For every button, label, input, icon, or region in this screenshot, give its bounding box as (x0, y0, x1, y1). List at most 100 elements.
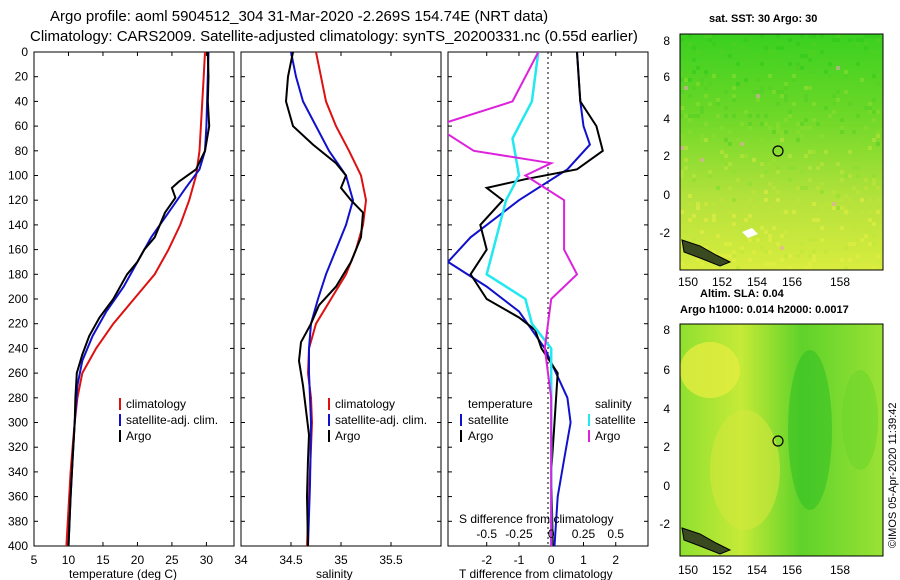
s-diff-tick-labels: -0.5 -0.25 0 0.25 0.5 (476, 527, 624, 541)
sst-pixel (812, 258, 816, 262)
sst-pixel (852, 146, 856, 150)
sst-pixel (872, 138, 876, 142)
sst-pixel (768, 182, 772, 186)
sla-ytick-2: 2 (663, 440, 670, 454)
depth-tick-40: 40 (15, 94, 29, 108)
sst-pixel (812, 150, 816, 154)
sst-pixel (724, 174, 728, 178)
x-tick-label: 25 (165, 553, 179, 567)
sst-pixel (748, 154, 752, 158)
sst-pixel (796, 66, 800, 70)
sst-pixel (764, 114, 768, 118)
sst-pixel (748, 198, 752, 202)
sst-pixel (872, 58, 876, 62)
sst-pixel (852, 166, 856, 170)
temperature-x-ticks: 5 10 15 20 25 30 (31, 52, 213, 567)
temperature-satellite-line (67, 52, 210, 546)
sst-pixel (820, 238, 824, 242)
sst-pixel (776, 90, 780, 94)
sst-pixel (756, 90, 760, 94)
sst-pixel (844, 74, 848, 78)
sst-pixel (680, 174, 684, 178)
sla-low-anomaly (788, 350, 832, 510)
sst-pixel (872, 98, 876, 102)
sst-pixel (836, 98, 840, 102)
sst-pixel (836, 66, 840, 70)
sst-pixel (764, 250, 768, 254)
sst-pixel (684, 70, 688, 74)
sst-pixel (760, 174, 764, 178)
s-diff-argo-line (448, 52, 579, 546)
sst-pixel (824, 202, 828, 206)
sst-pixel (696, 206, 700, 210)
sst-pixel (868, 102, 872, 106)
sst-pixel (784, 86, 788, 90)
sst-pixel (752, 250, 756, 254)
sst-pixel (876, 38, 880, 42)
s-diff-x-label: S difference from climatology (459, 512, 614, 526)
sst-pixel (824, 58, 828, 62)
sst-pixel (708, 66, 712, 70)
sst-pixel (720, 50, 724, 54)
sla-xtick-156: 156 (782, 563, 802, 577)
depth-tick-200: 200 (8, 292, 28, 306)
sst-pixel (804, 118, 808, 122)
sst-pixel (812, 202, 816, 206)
sst-pixel (784, 98, 788, 102)
sst-pixel (844, 214, 848, 218)
sst-pixel (808, 126, 812, 130)
sst-pixel (728, 254, 732, 258)
sst-pixel (704, 202, 708, 206)
sst-pixel (852, 186, 856, 190)
sst-pixel (732, 254, 736, 258)
sst-pixel (868, 154, 872, 158)
sla-ytick-8: 8 (663, 323, 670, 337)
sst-xtick-158: 158 (830, 275, 850, 289)
sla-low-anomaly-2 (842, 370, 878, 470)
sst-pixel (708, 102, 712, 106)
sst-pixel (700, 110, 704, 114)
sst-pixel (872, 70, 876, 74)
sst-pixel (704, 218, 708, 222)
sst-pixel (820, 134, 824, 138)
sst-pixel (812, 254, 816, 258)
sst-pixel (820, 206, 824, 210)
sst-pixel (696, 222, 700, 226)
sst-pixel (856, 38, 860, 42)
sst-pixel (692, 86, 696, 90)
sst-pixel (776, 126, 780, 130)
sst-ytick-minus2: -2 (659, 226, 670, 240)
sst-pixel (720, 126, 724, 130)
sst-pixel (808, 262, 812, 266)
sst-cloud-mask (742, 228, 758, 238)
sst-pixel (820, 158, 824, 162)
sst-pixel (692, 238, 696, 242)
sst-pixel (804, 54, 808, 58)
sst-pixel (724, 162, 728, 166)
sst-pixel (756, 98, 760, 102)
sst-pixel (864, 234, 868, 238)
sst-pixel (796, 254, 800, 258)
sst-pixel (748, 122, 752, 126)
sst-pixel (772, 138, 776, 142)
sst-pixel (692, 114, 696, 118)
sst-pixel (832, 206, 836, 210)
sst-pixel (776, 34, 780, 38)
x-tick-label: -2 (481, 553, 492, 567)
sst-pixel (784, 210, 788, 214)
sst-pixel (800, 170, 804, 174)
sst-pixel (780, 234, 784, 238)
sst-pixel (808, 266, 812, 270)
sla-xtick-158: 158 (830, 563, 850, 577)
sst-pixel (704, 70, 708, 74)
sst-pixel (732, 170, 736, 174)
sst-pixel (812, 34, 816, 38)
sst-pixel (876, 210, 880, 214)
sst-pixel (828, 62, 832, 66)
sst-pixel (732, 258, 736, 262)
sst-pixel (680, 218, 684, 222)
sst-pixel (736, 62, 740, 66)
sst-pixel (712, 202, 716, 206)
depth-tick-380: 380 (8, 514, 28, 528)
sst-pixel (708, 70, 712, 74)
